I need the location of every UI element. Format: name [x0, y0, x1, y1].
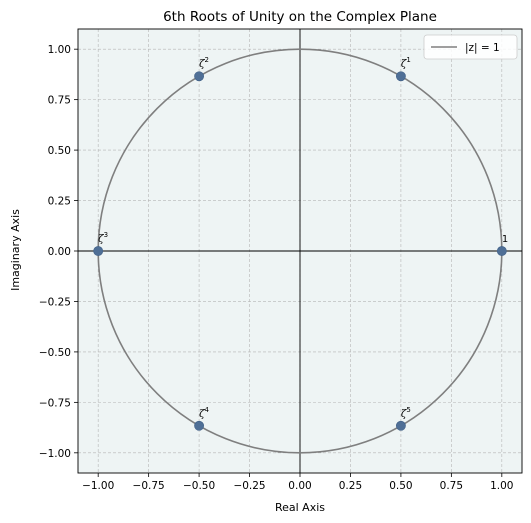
zero-axes [78, 29, 522, 473]
y-axis-ticks: −1.00 −0.75 −0.50 −0.25 0.00 0.25 0.50 0.75 1.00 [39, 44, 78, 460]
x-tick-label: −1.00 [82, 480, 114, 492]
root-point-label: ζ3 [98, 231, 108, 245]
root-point-label: ζ4 [199, 406, 209, 420]
x-tick-label: 0.25 [339, 480, 362, 492]
x-tick-label: 0.75 [440, 480, 463, 492]
x-tick-label: 0.00 [288, 480, 311, 492]
y-tick-label: 0.50 [48, 145, 71, 157]
root-points: 1 ζ1 ζ2 ζ3 ζ4 ζ5 [93, 56, 508, 431]
root-point [496, 246, 507, 256]
y-tick-label: −0.75 [39, 397, 71, 409]
x-tick-label: 0.50 [389, 480, 412, 492]
root-point-label: 1 [502, 234, 508, 245]
legend-box [423, 34, 518, 60]
root-point [93, 246, 104, 256]
y-tick-label: 0.25 [48, 196, 71, 208]
root-point-label: ζ1 [401, 56, 411, 70]
root-point [194, 420, 204, 431]
legend: |z| = 1 [423, 34, 518, 60]
x-axis-label: Real Axis [275, 501, 325, 514]
root-point-label: ζ2 [199, 56, 209, 70]
root-point-label: ζ5 [401, 406, 411, 420]
y-axis-label: Imaginary Axis [9, 209, 22, 291]
x-axis-ticks: −1.00 −0.75 −0.50 −0.25 0.00 0.25 0.50 0.75 1.00 [82, 473, 514, 492]
y-tick-label: 1.00 [48, 44, 71, 56]
x-tick-label: −0.75 [133, 480, 165, 492]
y-tick-label: −0.50 [39, 347, 71, 359]
root-point [396, 71, 406, 82]
y-tick-label: 0.00 [48, 246, 71, 258]
root-point [194, 71, 204, 82]
legend-entry-label: |z| = 1 [465, 42, 500, 54]
x-tick-label: −0.50 [183, 480, 215, 492]
x-tick-label: −0.25 [233, 480, 265, 492]
root-point [396, 420, 406, 431]
y-tick-label: −0.25 [39, 296, 71, 308]
chart-title: 6th Roots of Unity on the Complex Plane [163, 9, 437, 25]
x-tick-label: 1.00 [490, 480, 513, 492]
y-tick-label: −1.00 [39, 448, 71, 460]
y-tick-label: 0.75 [48, 95, 71, 107]
